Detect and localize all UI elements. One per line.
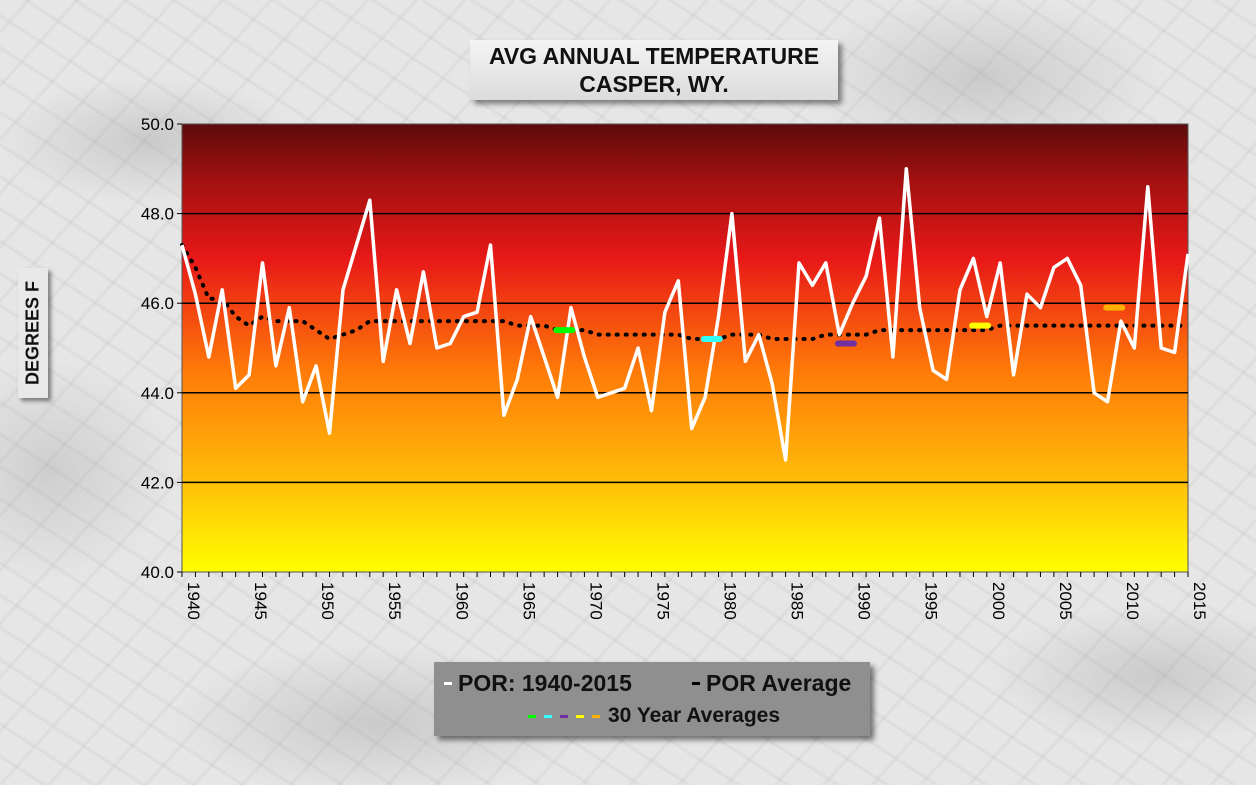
legend-por-label: POR: 1940-2015 [458,670,632,696]
legend-item-por: POR: 1940-2015 [444,670,632,697]
legend-30yr-swatch-1 [528,714,536,718]
x-tick-label: 1990 [855,582,874,620]
legend-30yr-swatch-4 [576,714,584,718]
chart-title-line2: CASPER, WY. [579,71,729,97]
x-tick-label: 1940 [184,582,203,620]
legend-30yr-swatch-3 [560,714,568,718]
temperature-chart: 40.0 42.0 44.0 46.0 48.0 50.0 1940 1945 1950 195… [141,115,1209,620]
x-tick-label: 1975 [653,582,672,620]
x-tick-label: 2000 [989,582,1008,620]
y-tick-label: 48.0 [141,205,174,224]
chart-title-line1: AVG ANNUAL TEMPERATURE [488,43,820,69]
x-tick-label: 1995 [922,582,941,620]
x-tick-label: 1970 [586,582,605,620]
y-tick-label: 40.0 [141,563,174,582]
series-line-por [180,167,1190,462]
legend-item-por-average: POR Average [692,670,851,697]
legend-avg-label: POR Average [706,670,852,696]
x-tick-label: 2015 [1190,582,1209,620]
x-tick-label: 1960 [452,582,471,620]
x-tick-label: 2010 [1123,582,1142,620]
y-axis-label-box: DEGREES F [18,268,48,398]
x-tick-label: 1945 [251,582,270,620]
x-tick-label: 1955 [385,582,404,620]
x-tick-label: 2005 [1056,582,1075,620]
legend-por-swatch [444,682,452,685]
x-tick-label: 1980 [721,582,740,620]
x-tick-label: 1965 [519,582,538,620]
legend-30yr-swatch-5 [592,714,600,718]
x-tick-label: 1985 [788,582,807,620]
y-tick-label: 44.0 [141,384,174,403]
legend-avg-swatch [692,682,700,685]
legend-item-30yr: 30 Year Averages [528,704,780,728]
chart-title-box: AVG ANNUAL TEMPERATURE CASPER, WY. [470,40,838,100]
y-tick-label: 50.0 [141,115,174,134]
y-tick-label: 46.0 [141,294,174,313]
x-tick-label: 1950 [318,582,337,620]
legend-30yr-swatch-2 [544,714,552,718]
legend: POR: 1940-2015 POR Average 30 Year Avera… [434,662,870,736]
legend-30yr-label: 30 Year Averages [608,704,781,727]
y-tick-label: 42.0 [141,473,174,492]
